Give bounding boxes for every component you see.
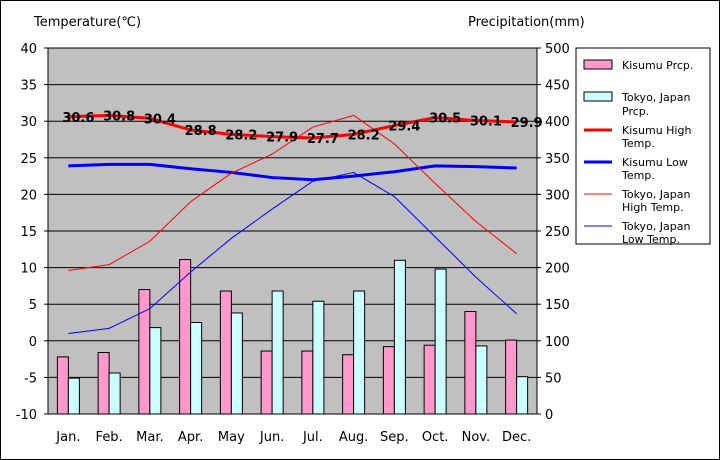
- x-tick-label: Feb.: [96, 430, 123, 445]
- precip-bar: [342, 354, 355, 415]
- y-right-axis-title: Precipitation(mm): [468, 15, 585, 30]
- data-label: 30.8: [103, 109, 135, 124]
- data-label: 29.4: [388, 120, 420, 135]
- precip-bar: [393, 259, 406, 415]
- precip-bar: [190, 322, 203, 415]
- legend-label: Tokyo, Japan: [621, 220, 690, 233]
- y-right-tick-label: 400: [545, 115, 570, 130]
- precip-bar: [301, 350, 314, 415]
- precip-bar: [219, 290, 232, 415]
- legend-label: Kisumu Low: [622, 156, 688, 169]
- y-right-tick-label: 450: [545, 79, 570, 94]
- y-right-tick-label: 500: [545, 42, 570, 57]
- y-left-axis-title: Temperature(℃): [33, 15, 141, 30]
- legend-label: High Temp.: [622, 201, 684, 214]
- temp-line: [68, 114, 517, 272]
- temp-line: [68, 162, 517, 182]
- x-tick-label: Aug.: [339, 430, 369, 445]
- x-tick-label: Jul.: [302, 430, 323, 445]
- data-label: 27.7: [307, 132, 339, 147]
- legend-label: Prcp.: [622, 105, 649, 118]
- precip-bar: [353, 290, 366, 415]
- x-tick-label: Jan.: [55, 430, 80, 445]
- data-label: 30.5: [429, 112, 461, 127]
- y-right-tick-label: 250: [545, 225, 570, 240]
- y-left-tick-label: 10: [20, 262, 37, 277]
- x-tick-label: Nov.: [462, 430, 491, 445]
- legend-label: Temp.: [621, 169, 655, 182]
- x-ticks: Jan. Feb. Mar. Apr. May Jun. Jul. Aug. Sep. Oct. N…: [55, 430, 531, 445]
- precip-bar: [434, 268, 447, 415]
- precip-bar: [382, 346, 395, 415]
- y-left-tick-label: 40: [20, 42, 37, 57]
- y-left-tick-label: 0: [29, 335, 37, 350]
- y-left-tick-label: 20: [20, 188, 37, 203]
- y-right-tick-label: 0: [545, 408, 553, 423]
- precip-bar: [108, 372, 121, 415]
- y-left-tick-label: -10: [16, 408, 37, 423]
- data-label: 28.8: [185, 124, 217, 139]
- legend-swatch: [583, 91, 613, 102]
- data-labels: 30.6 30.8 30.4 28.8 28.2 27.9 27.7 28.2 29.4 30.5…: [62, 109, 542, 147]
- temp-line: [68, 113, 517, 140]
- y-right-tick-label: 150: [545, 298, 570, 313]
- y-left-tick-label: 5: [29, 298, 37, 313]
- precip-bars: [56, 259, 529, 415]
- legend-swatch: [583, 59, 613, 70]
- data-label: 30.6: [62, 111, 94, 126]
- temp-lines: [68, 113, 517, 334]
- x-tick-label: Apr.: [178, 430, 203, 445]
- x-tick-label: Dec.: [502, 430, 531, 445]
- precip-bar: [505, 339, 518, 415]
- y-right-tick-label: 350: [545, 152, 570, 167]
- precip-bar: [464, 311, 477, 415]
- y-left-tick-label: -5: [24, 371, 37, 386]
- data-label: 28.2: [348, 128, 380, 143]
- x-tick-label: May: [218, 430, 245, 445]
- legend-label: Low Temp.: [622, 233, 680, 246]
- y-left-tick-label: 15: [20, 225, 37, 240]
- precip-bar: [179, 259, 192, 415]
- precip-bar: [423, 344, 436, 415]
- x-tick-label: Oct.: [422, 430, 449, 445]
- precip-bar: [516, 376, 529, 415]
- precip-bar: [97, 352, 110, 415]
- y-left-tick-label: 30: [20, 115, 37, 130]
- y-ticks: 4035302520151050-5-105004504003503002502…: [16, 42, 570, 423]
- temp-line: [68, 171, 517, 334]
- x-tick-label: Jun.: [259, 430, 284, 445]
- data-label: 29.9: [511, 116, 543, 131]
- data-label: 30.4: [144, 112, 176, 127]
- data-label: 28.2: [225, 128, 257, 143]
- legend-label: Tokyo, Japan: [621, 188, 690, 201]
- y-left-tick-label: 35: [20, 79, 37, 94]
- legend-label: Tokyo, Japan: [621, 91, 690, 104]
- precip-bar: [230, 312, 243, 415]
- legend-label: Temp.: [621, 137, 655, 150]
- precip-bar: [138, 289, 151, 415]
- x-tick-label: Mar.: [136, 430, 163, 445]
- precip-bar: [56, 356, 69, 415]
- precip-bar: [312, 300, 325, 415]
- precip-bar: [149, 327, 162, 415]
- y-right-tick-label: 200: [545, 262, 570, 277]
- precip-bar: [271, 290, 284, 415]
- grid-lines: [48, 84, 537, 378]
- x-tick-label: Sep.: [380, 430, 409, 445]
- y-right-tick-label: 50: [545, 371, 562, 386]
- data-label: 27.9: [266, 131, 298, 146]
- legend-label: Kisumu High: [622, 124, 691, 137]
- y-left-tick-label: 25: [20, 152, 37, 167]
- legend-label: Kisumu Prcp.: [622, 59, 693, 72]
- data-label: 30.1: [470, 114, 502, 129]
- precip-bar: [67, 377, 80, 415]
- precip-bar: [475, 345, 488, 415]
- precip-bar: [260, 350, 273, 415]
- y-right-tick-label: 100: [545, 335, 570, 350]
- legend-box: [575, 47, 711, 245]
- y-right-tick-label: 300: [545, 188, 570, 203]
